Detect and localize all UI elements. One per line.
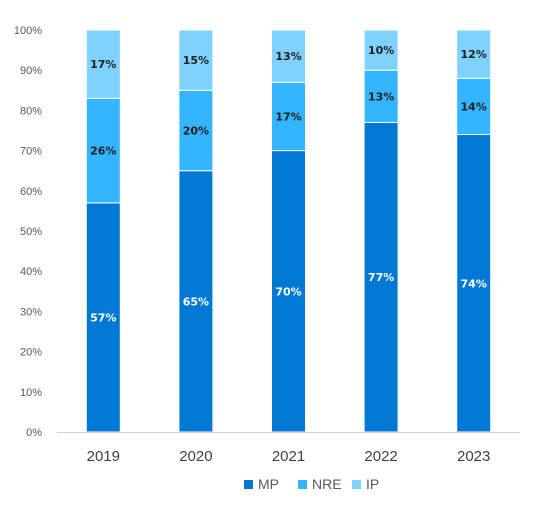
legend-label-ip: IP <box>366 476 379 492</box>
bar-segment-ip-2022 <box>363 29 399 71</box>
data-label-mp-2019: 57% <box>90 311 116 324</box>
legend-swatch-nre <box>298 480 307 489</box>
bar-segment-mp-2022 <box>363 121 399 433</box>
y-tick-label: 80% <box>20 105 42 117</box>
y-tick-label: 40% <box>20 266 42 278</box>
data-label-ip-2023: 12% <box>461 48 487 61</box>
bar-segment-mp-2020 <box>178 170 214 433</box>
legend: MP NRE IP <box>244 476 379 492</box>
bar-segment-ip-2021 <box>271 29 306 83</box>
data-label-nre-2020: 20% <box>183 125 209 138</box>
y-tick-label: 90% <box>20 65 42 77</box>
bar-segment-nre-2021 <box>271 81 306 152</box>
bar-segment-nre-2020 <box>178 89 214 172</box>
bar-segment-ip-2019 <box>85 29 121 99</box>
bar-segment-mp-2019 <box>85 202 121 433</box>
legend-swatch-mp <box>244 480 253 489</box>
data-label-mp-2020: 65% <box>183 295 209 308</box>
y-tick-label: 60% <box>20 186 42 198</box>
data-label-nre-2023: 14% <box>461 100 487 113</box>
data-label-ip-2021: 13% <box>275 50 301 63</box>
data-label-mp-2021: 70% <box>275 285 301 298</box>
data-label-nre-2022: 13% <box>368 90 394 103</box>
y-axis: 0% 10% 20% 30% 40% 50% 60% 70% 80% 90% 100% <box>14 25 42 439</box>
x-tick-label-2019: 2019 <box>87 448 120 465</box>
bar-segment-nre-2022 <box>363 69 399 123</box>
data-label-nre-2021: 17% <box>275 110 301 123</box>
y-tick-label: 10% <box>20 387 42 399</box>
legend-label-nre: NRE <box>312 476 342 492</box>
bar-segment-ip-2020 <box>178 29 214 91</box>
y-tick-label: 20% <box>20 347 42 359</box>
bar-segment-nre-2019 <box>85 97 121 204</box>
y-tick-label: 30% <box>20 306 42 318</box>
x-tick-label-2023: 2023 <box>457 448 490 465</box>
x-tick-label-2021: 2021 <box>272 448 305 465</box>
legend-label-mp: MP <box>258 476 279 492</box>
x-tick-label-2022: 2022 <box>364 448 397 465</box>
data-label-ip-2022: 10% <box>368 44 394 57</box>
data-label-ip-2019: 17% <box>90 58 116 71</box>
data-label-ip-2020: 15% <box>183 54 209 67</box>
data-label-mp-2023: 74% <box>461 277 487 290</box>
x-axis: 2019 2020 2021 2022 2023 <box>57 432 520 465</box>
bars: 57% 26% 17% 65% 20% 15% 70% 17% 13% 77% 13% 10% 74% 1… <box>85 29 492 433</box>
data-label-nre-2019: 26% <box>90 145 116 158</box>
data-label-mp-2022: 77% <box>368 271 394 284</box>
y-tick-label: 70% <box>20 146 42 158</box>
x-tick-label-2020: 2020 <box>179 448 212 465</box>
bar-segment-ip-2023 <box>456 29 492 79</box>
y-tick-label: 50% <box>20 226 42 238</box>
y-tick-label: 100% <box>14 25 42 37</box>
y-tick-label: 0% <box>26 427 42 439</box>
legend-swatch-ip <box>352 480 361 489</box>
